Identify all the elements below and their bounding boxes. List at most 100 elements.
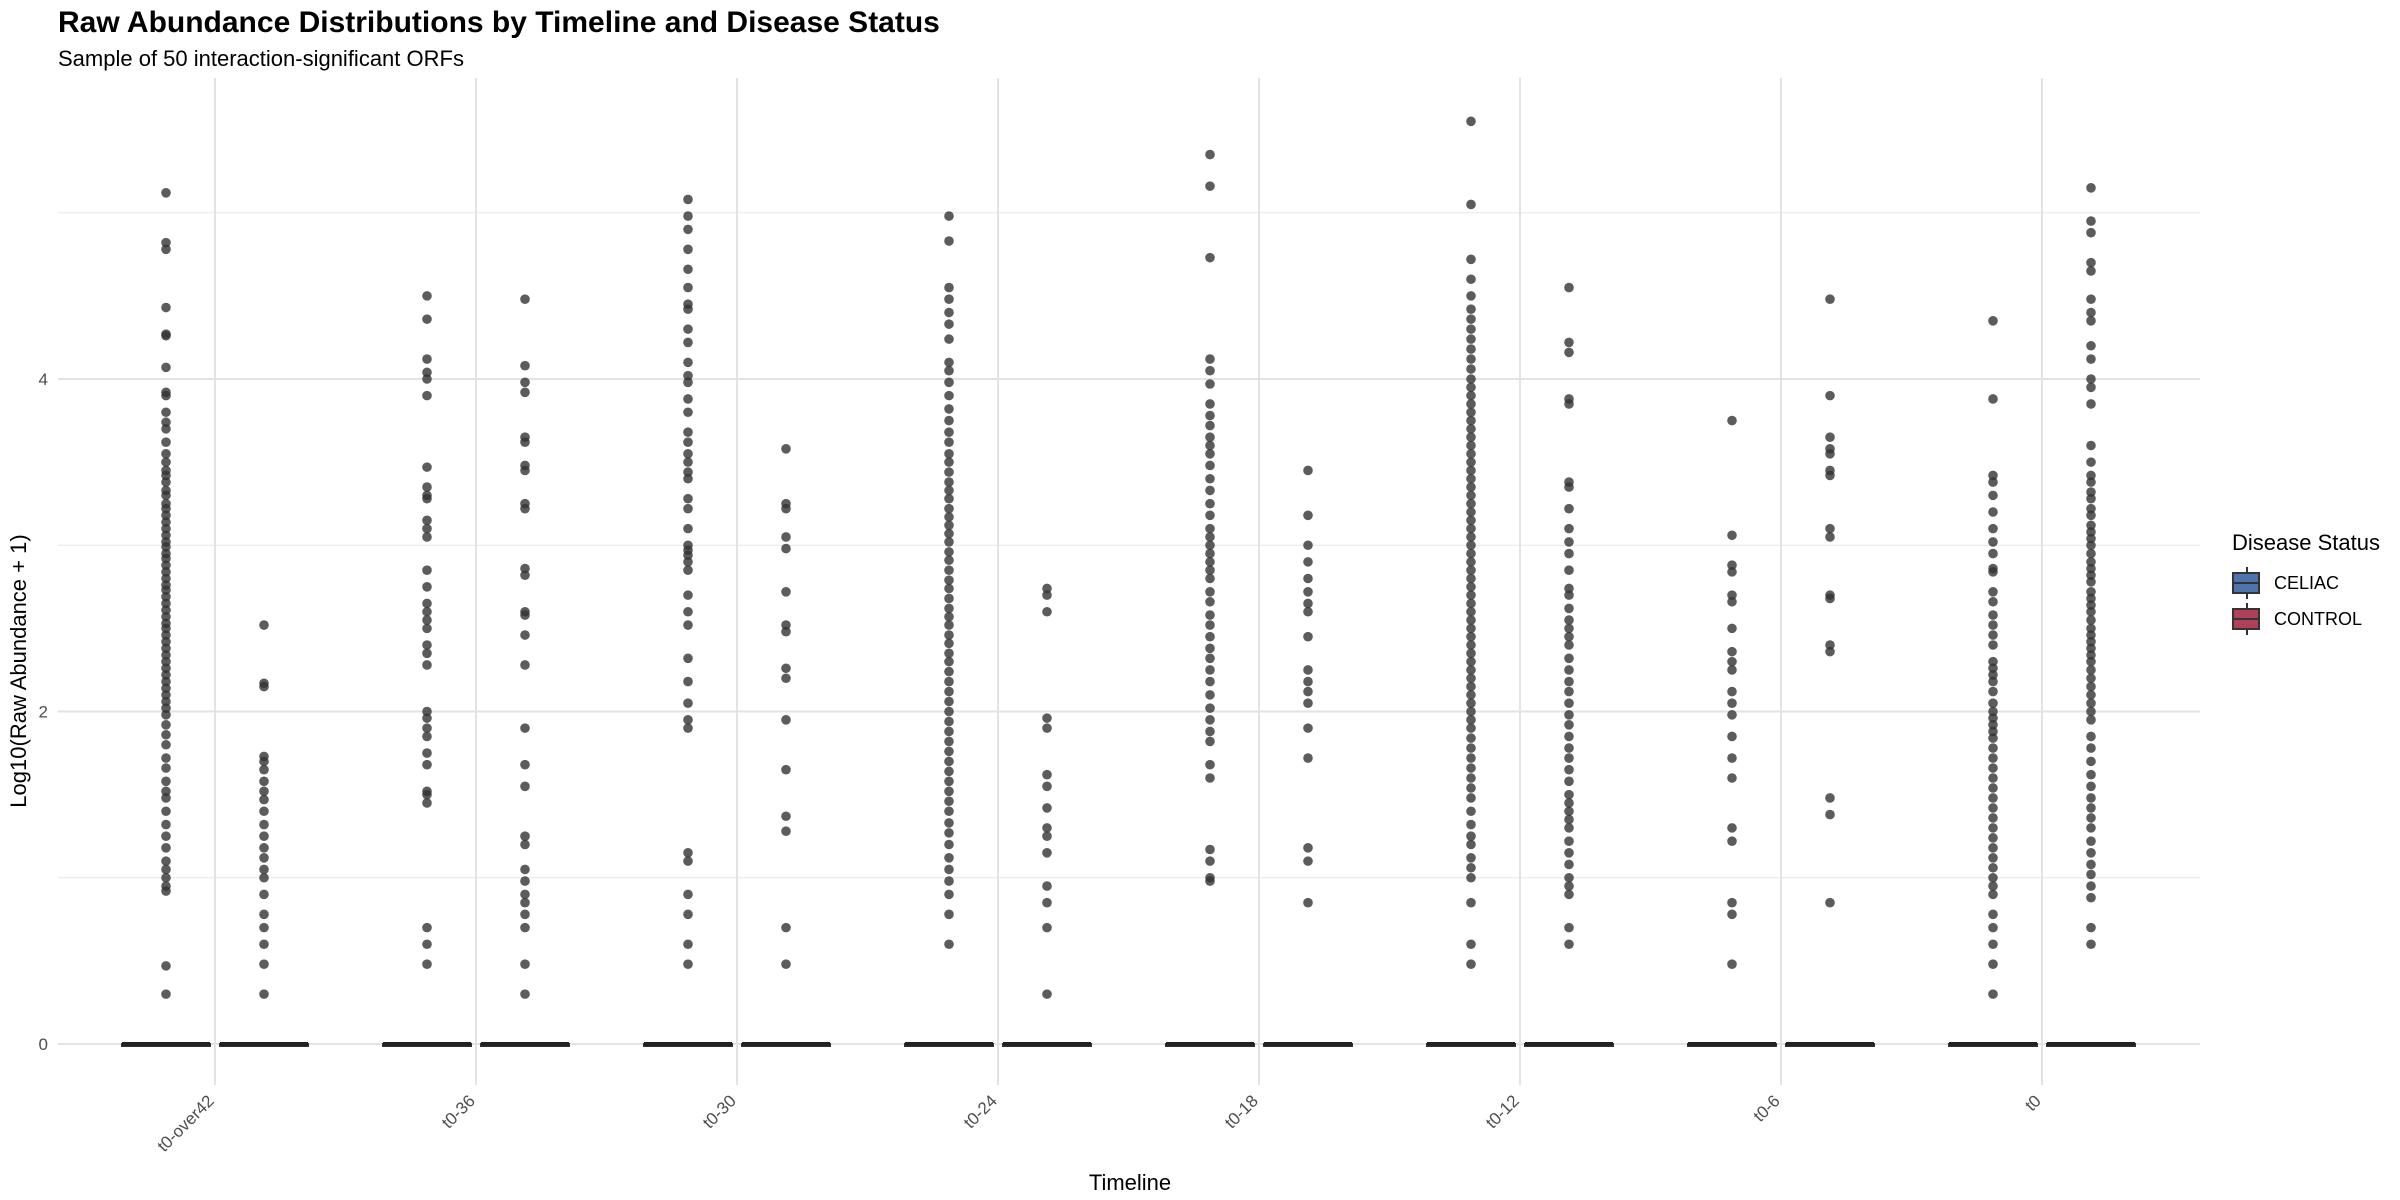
outlier-point bbox=[1988, 939, 1998, 950]
outlier-point bbox=[259, 786, 269, 797]
outlier-point bbox=[1564, 848, 1574, 858]
outlier-point bbox=[1988, 523, 1998, 534]
outlier-point bbox=[161, 457, 171, 467]
outlier-point bbox=[1727, 959, 1737, 969]
outlier-point bbox=[2086, 636, 2096, 647]
outlier-point bbox=[161, 542, 171, 552]
outlier-point bbox=[944, 520, 954, 531]
outlier-point bbox=[1466, 382, 1476, 393]
outlier-point bbox=[422, 374, 432, 384]
outlier-point bbox=[1205, 643, 1215, 654]
outlier-point bbox=[944, 853, 954, 863]
outlier-point bbox=[2086, 470, 2096, 481]
outlier-point bbox=[944, 736, 954, 747]
outlier-point bbox=[2086, 793, 2096, 803]
outlier-point bbox=[944, 638, 954, 649]
outlier-point bbox=[1988, 316, 1998, 326]
outlier-point bbox=[944, 766, 954, 777]
outlier-point bbox=[2086, 643, 2096, 654]
outlier-point bbox=[1988, 640, 1998, 650]
y-axis-title: Log10(Raw Abundance + 1) bbox=[6, 534, 31, 807]
outlier-point bbox=[2086, 563, 2096, 574]
outlier-point bbox=[1205, 620, 1215, 630]
outlier-point bbox=[161, 437, 171, 447]
outlier-point bbox=[161, 753, 171, 763]
outlier-point bbox=[1727, 590, 1737, 600]
outlier-point bbox=[422, 706, 432, 717]
outlier-point bbox=[1303, 598, 1313, 609]
outlier-point bbox=[1466, 582, 1476, 592]
outlier-point bbox=[1205, 665, 1215, 675]
outlier-point bbox=[1466, 897, 1476, 908]
outlier-point bbox=[1205, 252, 1215, 263]
outlier-point bbox=[2086, 656, 2096, 667]
outlier-point bbox=[2086, 382, 2096, 393]
outlier-point bbox=[1564, 859, 1574, 870]
outlier-point bbox=[944, 828, 954, 838]
outlier-point bbox=[2086, 510, 2096, 521]
outlier-point bbox=[1303, 676, 1313, 687]
outlier-point bbox=[1466, 490, 1476, 501]
outlier-point bbox=[161, 490, 171, 501]
outlier-point bbox=[2086, 557, 2096, 567]
outlier-point bbox=[683, 437, 693, 447]
outlier-point bbox=[1205, 432, 1215, 442]
outlier-point bbox=[1466, 598, 1476, 609]
outlier-point bbox=[2086, 340, 2096, 351]
outlier-point bbox=[944, 756, 954, 767]
outlier-point bbox=[259, 756, 269, 767]
outlier-point bbox=[2086, 698, 2096, 708]
outlier-point bbox=[2086, 756, 2096, 767]
outlier-point bbox=[2086, 548, 2096, 559]
outlier-point bbox=[1466, 557, 1476, 567]
outlier-point bbox=[944, 909, 954, 920]
outlier-point bbox=[1564, 583, 1574, 594]
outlier-point bbox=[1825, 646, 1835, 657]
outlier-point bbox=[259, 959, 269, 969]
outlier-point bbox=[520, 563, 530, 574]
outlier-point bbox=[1988, 676, 1998, 687]
outlier-point bbox=[161, 720, 171, 730]
outlier-point bbox=[1825, 897, 1835, 908]
outlier-point bbox=[944, 390, 954, 401]
outlier-point bbox=[161, 683, 171, 694]
outlier-point bbox=[1988, 833, 1998, 843]
outlier-point bbox=[1205, 726, 1215, 737]
outlier-point bbox=[1303, 557, 1313, 567]
outlier-point bbox=[1205, 703, 1215, 713]
outlier-point bbox=[1466, 374, 1476, 384]
outlier-point bbox=[683, 194, 693, 205]
outlier-point bbox=[161, 188, 171, 198]
outlier-point bbox=[1205, 354, 1215, 364]
outlier-point bbox=[944, 467, 954, 477]
outlier-point bbox=[1466, 274, 1476, 285]
outlier-point bbox=[1825, 449, 1835, 459]
outlier-point bbox=[1205, 510, 1215, 521]
outlier-point bbox=[520, 959, 530, 969]
outlier-point bbox=[259, 853, 269, 863]
outlier-point bbox=[1564, 776, 1574, 787]
outlier-point bbox=[161, 690, 171, 700]
outlier-point bbox=[520, 864, 530, 875]
outlier-point bbox=[520, 876, 530, 886]
outlier-point bbox=[1564, 889, 1574, 900]
outlier-point bbox=[1466, 457, 1476, 467]
outlier-point bbox=[259, 806, 269, 817]
outlier-point bbox=[1303, 573, 1313, 584]
outlier-point bbox=[259, 681, 269, 692]
outlier-point bbox=[1466, 291, 1476, 301]
legend-title: Disease Status bbox=[2232, 530, 2380, 555]
outlier-point bbox=[422, 723, 432, 733]
outlier-point bbox=[1205, 532, 1215, 542]
outlier-point bbox=[1564, 653, 1574, 664]
outlier-point bbox=[2086, 520, 2096, 531]
outlier-point bbox=[2086, 266, 2096, 276]
chart-title: Raw Abundance Distributions by Timeline … bbox=[58, 6, 940, 39]
outlier-point bbox=[161, 470, 171, 481]
outlier-point bbox=[2086, 600, 2096, 610]
outlier-point bbox=[2086, 533, 2096, 544]
outlier-point bbox=[161, 656, 171, 667]
outlier-point bbox=[161, 510, 171, 521]
outlier-point bbox=[161, 417, 171, 428]
outlier-point bbox=[1727, 836, 1737, 846]
